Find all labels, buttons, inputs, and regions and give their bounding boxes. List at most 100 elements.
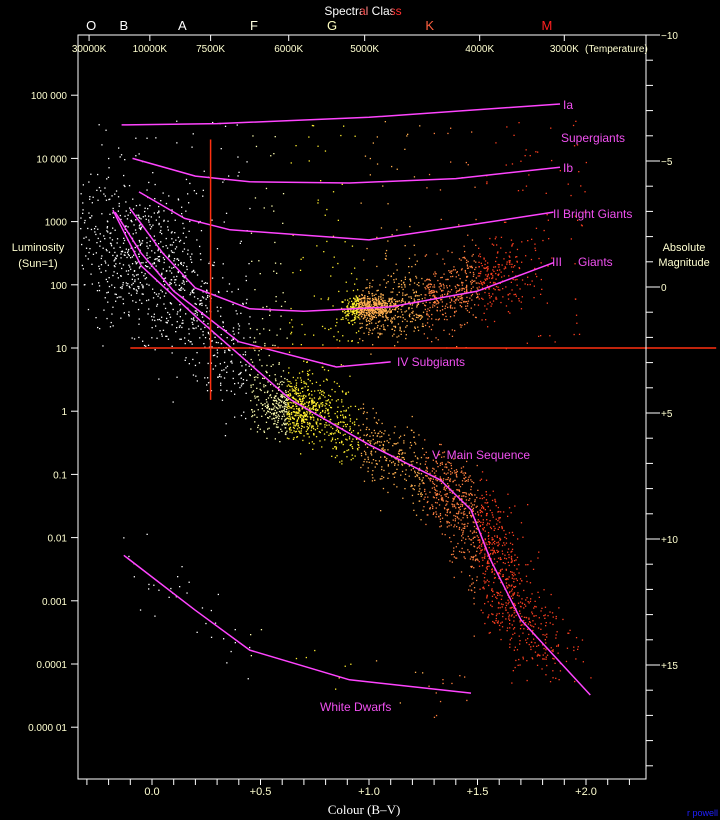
star-point — [287, 424, 290, 426]
star-point — [357, 441, 359, 443]
star-point — [387, 449, 389, 451]
star-point — [446, 303, 448, 305]
star-point — [439, 453, 441, 456]
star-point — [382, 314, 384, 316]
star-point — [397, 464, 399, 466]
star-point — [433, 286, 436, 288]
star-point — [426, 310, 428, 313]
star-point — [460, 297, 462, 299]
star-point — [529, 582, 532, 584]
star-point — [450, 276, 452, 278]
star-point — [292, 397, 294, 399]
star-point — [501, 550, 503, 552]
star-point — [446, 510, 449, 512]
star-point — [354, 318, 357, 320]
star-point — [307, 416, 309, 418]
star-point — [300, 430, 302, 432]
star-point — [372, 315, 374, 318]
star-point — [505, 305, 508, 307]
star-point — [128, 311, 130, 313]
star-point — [209, 295, 211, 297]
star-point — [361, 293, 363, 296]
star-point — [476, 297, 478, 299]
star-point — [437, 339, 439, 341]
star-point — [410, 485, 412, 488]
star-point — [454, 269, 456, 271]
star-point — [370, 316, 373, 318]
star-point — [302, 387, 304, 389]
star-point — [406, 426, 408, 428]
star-point — [428, 173, 431, 176]
star-point — [100, 271, 102, 273]
star-point — [124, 232, 126, 234]
star-point — [354, 424, 356, 426]
star-point — [120, 317, 122, 319]
star-point — [546, 636, 548, 638]
star-point — [462, 257, 464, 259]
star-point — [411, 266, 413, 268]
star-point — [306, 361, 308, 363]
star-point — [104, 238, 106, 240]
star-point — [435, 460, 437, 462]
star-point — [341, 390, 344, 392]
star-point — [461, 282, 463, 284]
star-point — [281, 395, 283, 397]
star-point — [200, 328, 202, 330]
star-point — [376, 236, 378, 239]
star-point — [439, 513, 442, 515]
star-point — [338, 422, 340, 424]
star-point — [287, 398, 290, 401]
star-point — [120, 218, 122, 221]
star-point — [453, 296, 456, 298]
star-point — [217, 326, 219, 328]
star-point — [511, 244, 513, 246]
star-point — [372, 317, 374, 319]
star-point — [454, 520, 456, 522]
star-point — [461, 505, 463, 507]
star-point — [183, 248, 186, 250]
star-point — [450, 272, 452, 274]
star-point — [306, 426, 308, 428]
star-point — [414, 254, 416, 256]
star-point — [520, 522, 523, 524]
star-point — [376, 326, 378, 329]
star-point — [474, 499, 476, 501]
star-point — [304, 333, 306, 336]
star-point — [117, 277, 119, 279]
star-point — [509, 251, 511, 253]
star-point — [435, 516, 437, 518]
star-point — [533, 285, 535, 287]
star-point — [418, 467, 421, 469]
star-point — [469, 498, 471, 500]
star-point — [179, 586, 181, 588]
star-point — [435, 513, 438, 515]
star-point — [312, 125, 315, 127]
star-point — [427, 496, 429, 498]
star-point — [418, 285, 420, 287]
star-point — [449, 560, 451, 562]
star-point — [472, 582, 474, 584]
star-point — [453, 458, 455, 460]
star-point — [379, 312, 381, 314]
star-point — [375, 412, 377, 414]
star-point — [380, 441, 382, 443]
star-point — [276, 423, 278, 426]
star-point — [151, 319, 154, 321]
star-point — [497, 550, 500, 553]
star-point — [496, 252, 499, 254]
star-point — [477, 275, 479, 277]
star-point — [447, 477, 449, 479]
star-point — [264, 342, 266, 345]
star-point — [326, 409, 329, 411]
star-point — [331, 388, 333, 391]
star-point — [248, 263, 250, 265]
star-point — [492, 613, 494, 616]
star-point — [457, 522, 459, 524]
star-point — [256, 396, 258, 398]
star-point — [350, 444, 352, 446]
star-point — [536, 664, 539, 666]
star-point — [450, 473, 452, 475]
star-point — [167, 288, 169, 290]
star-point — [380, 296, 382, 298]
star-point — [273, 418, 275, 420]
